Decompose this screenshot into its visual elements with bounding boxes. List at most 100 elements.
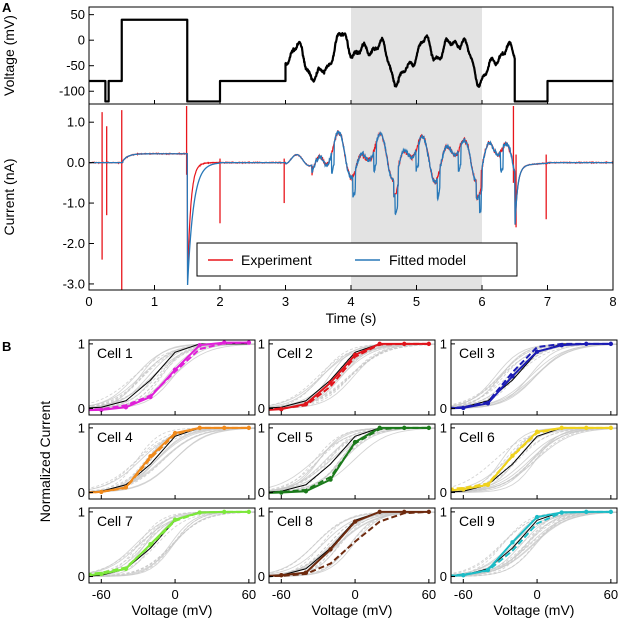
subplot-frame [88, 507, 256, 584]
cell-experiment-point [148, 542, 153, 547]
current-xlabel: Time (s) [326, 310, 377, 326]
cell-experiment-point [584, 509, 589, 515]
cell-experiment-point [485, 401, 491, 406]
subplot-ytick-label: 1 [258, 420, 265, 435]
panel-a-letter: A [2, 0, 12, 15]
cell-experiment-point [559, 510, 564, 515]
cell-experiment-point [99, 489, 104, 495]
cell-experiment-point [123, 566, 129, 571]
cell-experiment-curve [89, 341, 249, 412]
legend: Experiment Fitted model [196, 242, 518, 277]
subplot-ytick-label: 1 [78, 504, 85, 519]
voltage-ylabel: Voltage (mV) [1, 15, 17, 96]
cell-experiment-point [303, 489, 309, 494]
cell-experiment-point [246, 340, 252, 345]
subplot-ytick-label: 0 [440, 485, 447, 500]
current-traces [89, 106, 613, 290]
subplot-ytick-label: 1 [258, 336, 265, 351]
subplot-lines [269, 425, 435, 495]
voltage-plot: 50 0 -50 -100 Voltage (mV) [1, 6, 614, 105]
cell-experiment-point [279, 406, 284, 412]
subplot-frame [450, 339, 618, 416]
current-ytick-label: 1.0 [67, 115, 85, 130]
subplot-lines [89, 340, 255, 413]
subplot-xtick-label: -60 [272, 587, 291, 602]
legend-label-fitted-model: Fitted model [389, 252, 466, 268]
cell-experiment-point [426, 425, 432, 431]
cell-label: Cell 4 [97, 429, 133, 445]
cell-experiment-point [352, 439, 358, 445]
current-plot: 1.0 0.0 -1.0 -2.0 -3.00 1 2 3 4 5 6 7 8 Time (s) Curre… [1, 103, 617, 326]
subplot-xtick-label: 0 [171, 587, 178, 602]
cell-label: Cell 3 [459, 345, 495, 361]
cell-experiment-curve [269, 510, 429, 577]
subplot-frame [88, 423, 256, 500]
subplot-frame [450, 423, 618, 500]
subplot-xlabel: Voltage (mV) [494, 602, 575, 618]
current-xtick-label: 6 [478, 294, 485, 309]
cell-experiment-point [608, 341, 614, 347]
other-cell-curve [451, 343, 617, 408]
cell-experiment-point [426, 341, 432, 347]
cell-experiment-point [279, 573, 284, 578]
current-xtick-label: 0 [85, 294, 92, 309]
cell-experiment-point [328, 547, 333, 552]
activation-subplot: Cell 5 0 1 [258, 420, 436, 500]
cell-experiment-point [303, 570, 309, 575]
cell-experiment-point [222, 425, 227, 431]
fitted-model-trace [89, 130, 613, 286]
cell-experiment-point [402, 341, 407, 347]
cell-experiment-point [328, 477, 333, 482]
subplot-frame [268, 339, 436, 416]
subplot-xtick-label: 0 [533, 587, 540, 602]
cell-label: Cell 7 [97, 513, 133, 529]
subplot-frame [268, 423, 436, 500]
subplot-lines [269, 509, 435, 578]
legend-label-experiment: Experiment [241, 252, 312, 268]
cell-experiment-point [461, 573, 466, 578]
cell-experiment-point [461, 405, 466, 411]
subplot-lines [451, 341, 617, 411]
cell-experiment-point [123, 485, 129, 490]
subplot-ytick-label: 0 [258, 569, 265, 584]
cell-experiment-point [608, 425, 614, 431]
voltage-ytick-label: -100 [59, 84, 85, 99]
activation-subplot: Cell 9 -60 0 60 0 1 Voltage (mV) [440, 504, 618, 618]
subplot-ytick-label: 0 [258, 485, 265, 500]
subplot-frame [88, 339, 256, 416]
current-ytick-label: -3.0 [63, 276, 85, 291]
cell-experiment-point [197, 342, 202, 348]
cell-experiment-point [510, 453, 515, 458]
cell-experiment-point [534, 514, 540, 520]
subplot-ytick-label: 1 [440, 336, 447, 351]
subplot-lines [451, 509, 617, 578]
voltage-ytick-label: 50 [71, 7, 85, 22]
subplot-ytick-label: 0 [440, 401, 447, 416]
cell-experiment-point [99, 571, 104, 577]
cell-experiment-point [461, 487, 466, 492]
subplot-ytick-label: 1 [78, 336, 85, 351]
cell-experiment-point [172, 430, 178, 436]
other-cell-curve [89, 343, 255, 409]
other-cell-curve [89, 343, 255, 409]
cell-experiment-point [172, 367, 178, 372]
other-cell-curve [451, 427, 617, 493]
cell-experiment-point [148, 454, 153, 459]
subplot-xtick-label: 60 [604, 587, 618, 602]
activation-subplot: Cell 3 0 1 [440, 336, 618, 416]
cell-experiment-point [510, 374, 515, 379]
subplot-ytick-label: 1 [440, 504, 447, 519]
cell-experiment-point [608, 509, 614, 515]
cell-experiment-point [377, 425, 382, 431]
subplot-ytick-label: 0 [258, 401, 265, 416]
subplot-xtick-label: -60 [92, 587, 111, 602]
other-cell-curve [451, 511, 617, 575]
cell-experiment-point [148, 394, 153, 400]
subplot-xtick-label: 60 [422, 587, 436, 602]
current-xtick-label: 2 [216, 294, 223, 309]
subplot-xlabel: Voltage (mV) [312, 602, 393, 618]
cell-label: Cell 1 [97, 345, 133, 361]
subplot-xlabel: Voltage (mV) [132, 602, 213, 618]
subplot-xtick-label: 0 [351, 587, 358, 602]
cell-experiment-curve [269, 342, 429, 411]
